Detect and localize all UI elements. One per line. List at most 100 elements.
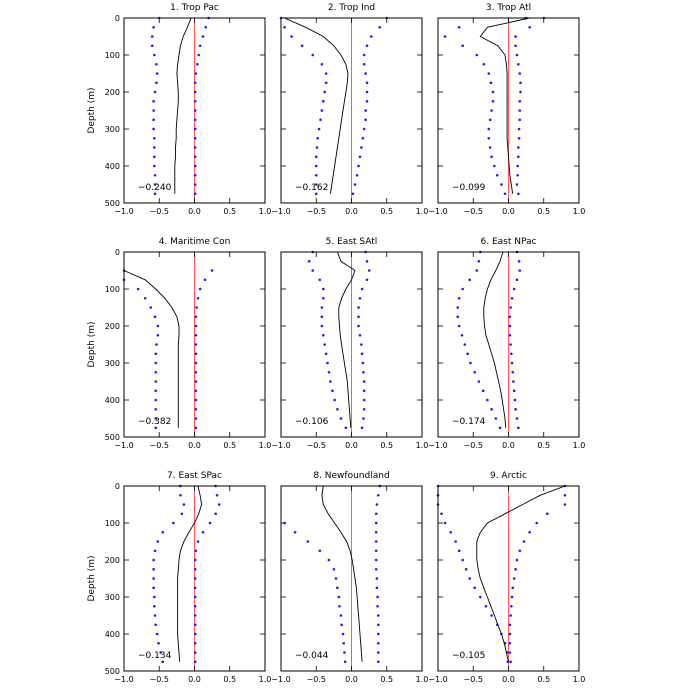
- spread-upper-point: [376, 641, 380, 645]
- spread-upper-point: [510, 604, 513, 608]
- spread-upper-point: [378, 25, 382, 29]
- spread-upper-point: [365, 44, 369, 48]
- spread-lower-point: [491, 99, 495, 103]
- spread-upper-point: [374, 521, 378, 525]
- spread-upper-point: [510, 361, 514, 365]
- spread-lower-point: [157, 641, 160, 645]
- mean-line: [336, 251, 356, 428]
- spread-upper-point: [364, 72, 367, 75]
- spread-lower-point: [473, 586, 476, 590]
- spread-upper-point: [369, 35, 373, 38]
- spread-lower-point: [339, 614, 343, 617]
- spread-lower-point: [314, 173, 318, 177]
- spread-lower-point: [469, 361, 472, 365]
- spread-lower-point: [461, 558, 464, 562]
- x-tick-label: −1.0: [114, 207, 133, 216]
- x-tick-label: 0.5: [380, 675, 393, 684]
- spread-upper-point: [516, 173, 519, 177]
- spread-lower-point: [153, 146, 156, 149]
- spread-upper-point: [357, 324, 360, 328]
- spread-lower-point: [339, 417, 343, 420]
- y-axis-title: Depth (m): [87, 87, 97, 133]
- spread-upper-point: [508, 324, 512, 328]
- panel-title: 8. Newfoundland: [313, 471, 389, 481]
- spread-lower-point: [318, 278, 322, 282]
- spread-upper-point: [362, 417, 365, 420]
- spread-lower-point: [180, 512, 184, 516]
- spread-lower-point: [153, 164, 156, 168]
- spread-lower-point: [495, 173, 499, 177]
- spread-upper-point: [362, 389, 366, 393]
- spread-upper-point: [193, 604, 197, 608]
- spread-upper-point: [193, 164, 197, 168]
- spread-upper-point: [201, 35, 205, 38]
- spread-upper-point: [512, 380, 515, 383]
- x-tick-label: −1.0: [428, 207, 447, 216]
- spread-lower-point: [487, 127, 491, 131]
- spread-upper-point: [374, 530, 378, 534]
- spread-lower-point: [152, 25, 155, 29]
- y-axis-title: Depth (m): [87, 321, 97, 367]
- spread-upper-point: [194, 361, 198, 365]
- spread-lower-point: [322, 296, 325, 300]
- spread-lower-point: [498, 426, 502, 430]
- spread-upper-point: [514, 567, 517, 571]
- spread-lower-point: [156, 333, 160, 337]
- spread-lower-point: [481, 389, 485, 393]
- x-tick-label: 1.0: [259, 207, 272, 216]
- spread-lower-point: [161, 530, 165, 534]
- x-tick-label: 0.0: [502, 675, 515, 684]
- spread-lower-point: [155, 632, 159, 636]
- spread-lower-point: [466, 352, 469, 356]
- spread-lower-point: [491, 90, 495, 94]
- spread-lower-point: [314, 155, 318, 159]
- spread-lower-point: [315, 146, 319, 149]
- panel-title: 9. Arctic: [490, 471, 527, 481]
- panel-annotation: −0.162: [295, 183, 328, 193]
- x-tick-label: −0.5: [464, 207, 483, 216]
- spread-lower-point: [461, 44, 464, 48]
- spread-upper-point: [376, 623, 380, 627]
- spread-upper-point: [515, 417, 519, 420]
- spread-upper-point: [514, 407, 517, 411]
- spread-upper-point: [193, 118, 197, 122]
- spread-upper-point: [193, 586, 197, 590]
- spread-upper-point: [360, 343, 363, 346]
- spread-upper-point: [512, 287, 516, 291]
- x-tick-label: 1.0: [416, 441, 429, 450]
- spread-upper-point: [214, 512, 217, 516]
- spread-upper-point: [365, 90, 369, 94]
- spread-lower-point: [457, 296, 461, 300]
- spread-lower-point: [461, 287, 464, 291]
- spread-lower-point: [154, 623, 158, 627]
- spread-lower-point: [332, 567, 336, 571]
- spread-upper-point: [365, 278, 369, 282]
- panel-4: 4. Maritime Con −1.0 −0.5 0.0 0.5 1.0 0 100 200 3…: [87, 237, 271, 450]
- spread-lower-point: [489, 81, 493, 85]
- spread-upper-point: [194, 370, 198, 374]
- spread-lower-point: [136, 287, 140, 291]
- spread-upper-point: [515, 278, 519, 282]
- spread-upper-point: [364, 109, 367, 112]
- panel-title: 2. Trop Ind: [328, 3, 375, 13]
- spread-lower-point: [344, 426, 348, 430]
- spread-lower-point: [334, 577, 338, 580]
- x-tick-label: 1.0: [573, 441, 586, 450]
- spread-upper-point: [508, 623, 512, 627]
- spread-upper-point: [517, 62, 520, 66]
- x-tick-label: 0.5: [537, 441, 550, 450]
- spread-upper-point: [351, 192, 355, 196]
- spread-upper-point: [376, 632, 380, 636]
- mean-line: [123, 270, 180, 428]
- y-tick-label: 400: [105, 396, 120, 405]
- x-tick-label: 1.0: [416, 207, 429, 216]
- spread-upper-point: [210, 269, 214, 272]
- spread-lower-point: [338, 604, 341, 608]
- spread-upper-point: [367, 269, 371, 272]
- y-tick-label: 300: [105, 359, 120, 368]
- spread-lower-point: [343, 651, 346, 654]
- spread-lower-point: [326, 361, 329, 365]
- spread-lower-point: [482, 62, 486, 66]
- spread-lower-point: [311, 53, 315, 57]
- spread-upper-point: [193, 577, 197, 580]
